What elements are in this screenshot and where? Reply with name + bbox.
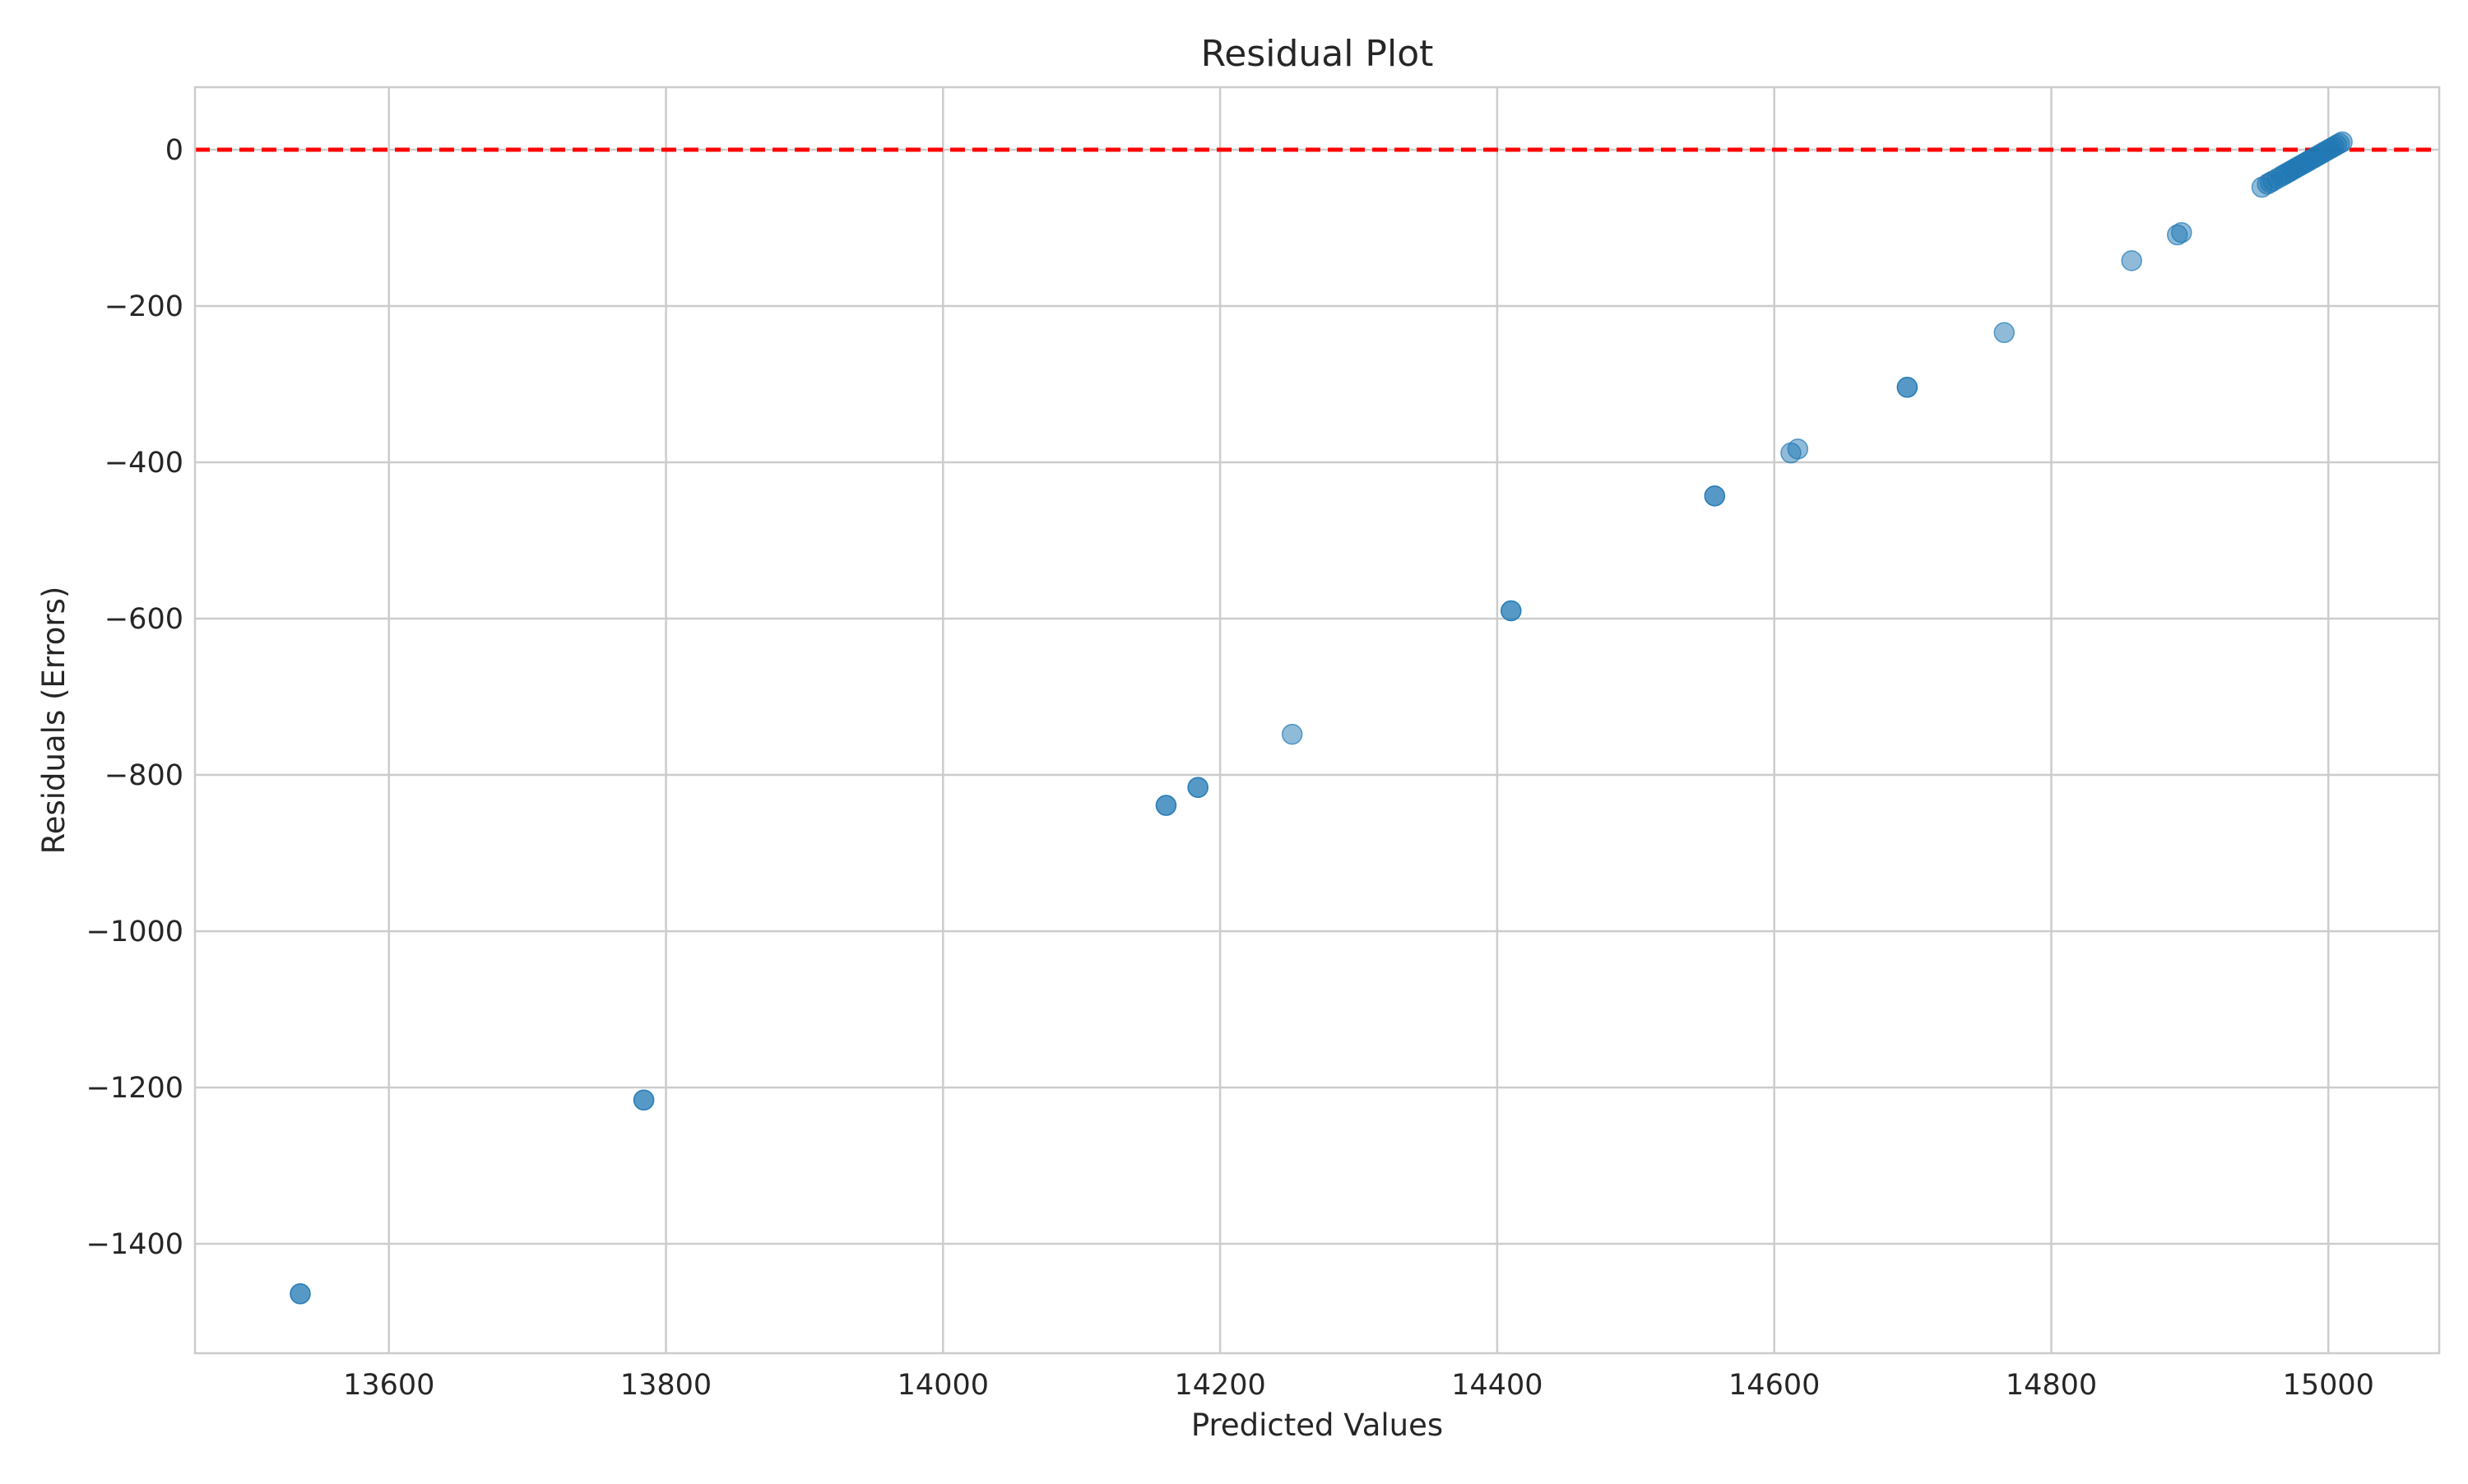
scatter-point — [1787, 438, 1809, 460]
plot-frame — [193, 86, 2441, 1355]
y-axis-label: Residuals (Errors) — [36, 587, 72, 855]
x-tick-label: 14800 — [2006, 1369, 2097, 1402]
scatter-point — [1501, 600, 1522, 622]
scatter-points — [290, 131, 2353, 1305]
scatter-point — [1187, 777, 1208, 798]
scatter-point — [1281, 723, 1303, 745]
scatter-point — [1704, 485, 1726, 507]
y-tick-label: −1400 — [86, 1228, 183, 1261]
grid-lines — [195, 87, 2439, 1353]
scatter-point — [1993, 322, 2015, 344]
x-tick-label: 14400 — [1451, 1369, 1542, 1402]
y-tick-label: −1000 — [86, 916, 183, 948]
y-tick-label: −1200 — [86, 1072, 183, 1105]
scatter-point — [1896, 377, 1918, 398]
y-tick-label: 0 — [165, 134, 183, 167]
scatter-point — [2121, 250, 2142, 271]
scatter-point — [290, 1283, 311, 1305]
x-tick-labels: 13600 13800 14000 14200 14400 14600 14800 15000 — [343, 1369, 2374, 1402]
x-tick-label: 13800 — [620, 1369, 712, 1402]
y-tick-label: −600 — [104, 603, 183, 636]
y-tick-labels: 0 −200 −400 −600 −800 −1000 −1200 −1400 — [86, 134, 183, 1261]
y-tick-label: −400 — [104, 447, 183, 480]
chart-title: Residual Plot — [1201, 33, 1434, 75]
y-tick-label: −800 — [104, 759, 183, 792]
x-tick-label: 15000 — [2283, 1369, 2374, 1402]
x-axis-label: Predicted Values — [1191, 1407, 1443, 1443]
scatter-point — [633, 1089, 655, 1111]
scatter-point — [2171, 221, 2192, 243]
y-tick-label: −200 — [104, 290, 183, 323]
x-tick-label: 14600 — [1728, 1369, 1820, 1402]
x-tick-label: 14000 — [898, 1369, 989, 1402]
x-tick-label: 13600 — [343, 1369, 434, 1402]
scatter-point — [1155, 795, 1177, 816]
x-tick-label: 14200 — [1174, 1369, 1265, 1402]
scatter-point — [2331, 131, 2353, 153]
